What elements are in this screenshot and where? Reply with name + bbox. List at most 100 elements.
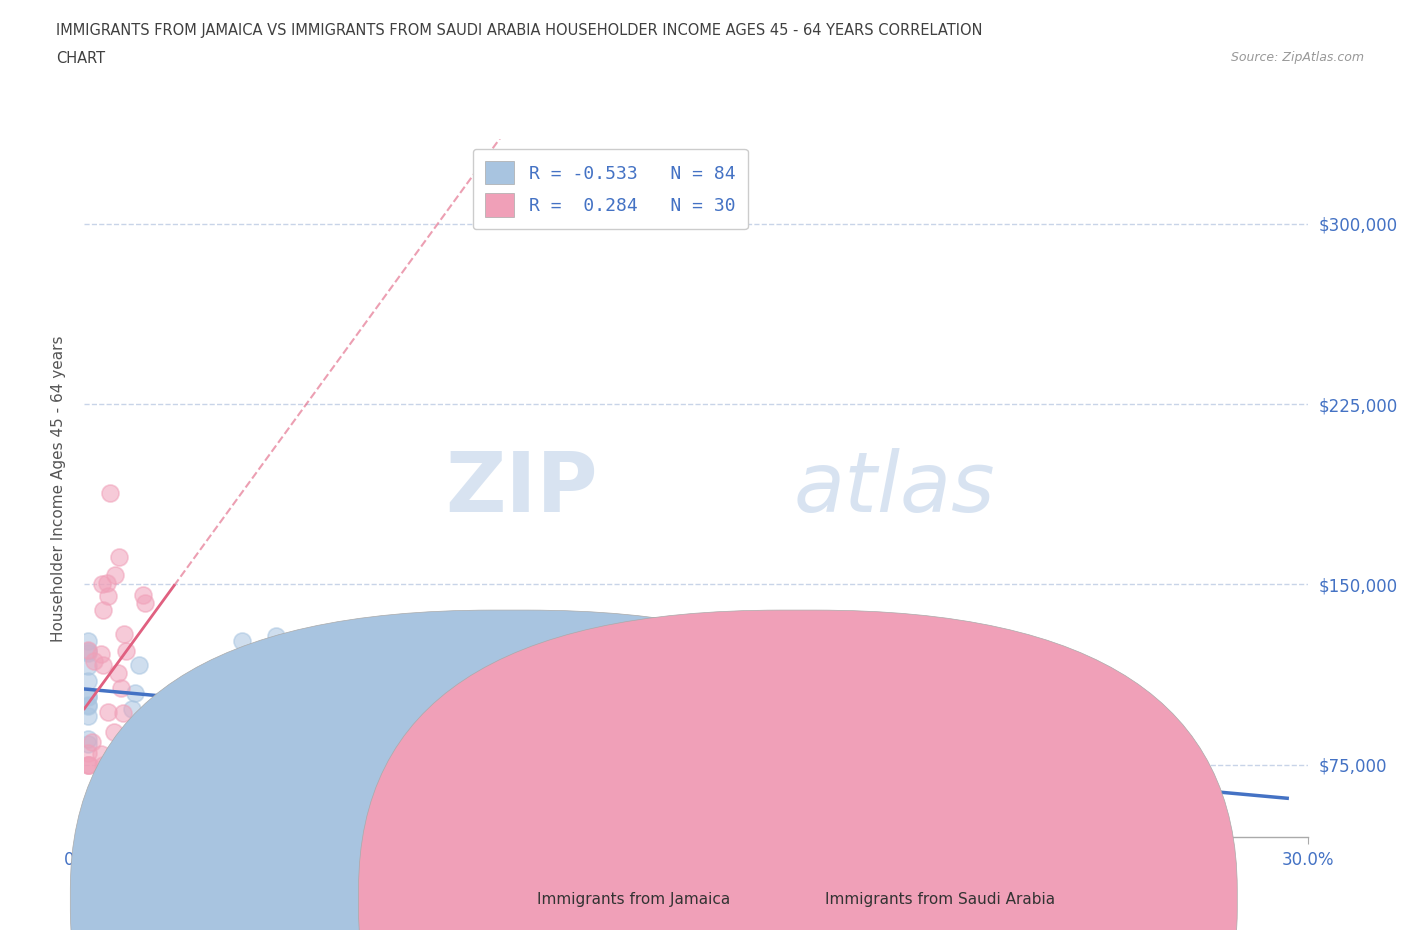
Point: [264, 629, 287, 644]
Point: [128, 658, 150, 672]
Point: [359, 694, 381, 709]
Point: [371, 674, 394, 689]
Point: [79, 757, 101, 772]
Point: [117, 757, 139, 772]
Point: [582, 748, 605, 763]
Point: [77, 698, 100, 713]
Point: [513, 708, 536, 723]
Point: [405, 792, 427, 807]
Point: [838, 706, 860, 721]
Point: [890, 793, 912, 808]
Point: [77, 709, 100, 724]
Point: [103, 724, 125, 739]
Point: [112, 627, 135, 642]
Point: [389, 636, 412, 651]
Point: [134, 595, 156, 610]
Point: [90, 577, 112, 591]
Point: [440, 689, 463, 704]
Point: [837, 711, 859, 725]
Point: [93, 603, 115, 618]
Point: [541, 751, 564, 766]
Point: [77, 644, 100, 658]
Point: [274, 728, 297, 743]
Y-axis label: Householder Income Ages 45 - 64 years: Householder Income Ages 45 - 64 years: [51, 335, 66, 642]
Point: [360, 717, 382, 732]
Point: [83, 654, 105, 669]
Point: [121, 701, 143, 716]
Point: [468, 783, 491, 798]
Point: [77, 643, 100, 658]
Point: [946, 809, 969, 824]
Text: atlas: atlas: [794, 447, 995, 529]
Point: [104, 568, 127, 583]
Point: [366, 640, 388, 655]
Point: [77, 673, 100, 688]
Point: [427, 645, 450, 660]
Point: [821, 723, 844, 737]
Point: [599, 735, 621, 750]
Point: [301, 695, 323, 710]
Text: Immigrants from Saudi Arabia: Immigrants from Saudi Arabia: [825, 892, 1056, 907]
Point: [503, 797, 526, 812]
Point: [97, 589, 120, 604]
Point: [718, 700, 741, 715]
Point: [132, 588, 155, 603]
Point: [591, 711, 613, 726]
Point: [115, 644, 138, 658]
Point: [333, 718, 356, 733]
Point: [91, 757, 114, 772]
Point: [97, 705, 120, 720]
Legend: R = -0.533   N = 84, R =  0.284   N = 30: R = -0.533 N = 84, R = 0.284 N = 30: [472, 149, 748, 229]
Point: [77, 732, 100, 747]
Point: [77, 688, 100, 703]
Point: [77, 737, 100, 751]
Point: [508, 777, 530, 792]
Point: [481, 744, 503, 759]
Point: [112, 705, 135, 720]
Point: [240, 683, 263, 698]
Point: [77, 757, 100, 772]
Point: [724, 737, 747, 751]
Point: [108, 550, 131, 565]
Point: [877, 739, 900, 754]
Point: [77, 745, 100, 760]
Point: [908, 736, 931, 751]
Point: [77, 645, 100, 660]
Point: [77, 698, 100, 713]
Point: [613, 714, 636, 729]
Point: [889, 768, 911, 783]
Point: [132, 720, 155, 735]
Point: [77, 633, 100, 648]
Point: [329, 683, 352, 698]
Point: [415, 736, 437, 751]
Point: [449, 729, 471, 744]
Text: IMMIGRANTS FROM JAMAICA VS IMMIGRANTS FROM SAUDI ARABIA HOUSEHOLDER INCOME AGES : IMMIGRANTS FROM JAMAICA VS IMMIGRANTS FR…: [56, 23, 983, 38]
Point: [77, 690, 100, 705]
Point: [195, 669, 218, 684]
Point: [710, 743, 733, 758]
Point: [588, 766, 610, 781]
Text: CHART: CHART: [56, 51, 105, 66]
Point: [97, 757, 120, 772]
Point: [98, 485, 121, 500]
Point: [472, 704, 495, 719]
Point: [124, 685, 146, 700]
Point: [756, 792, 779, 807]
Point: [316, 728, 339, 743]
Text: ZIP: ZIP: [446, 447, 598, 529]
Text: Immigrants from Jamaica: Immigrants from Jamaica: [537, 892, 730, 907]
Point: [243, 748, 266, 763]
Point: [77, 757, 100, 772]
Point: [384, 671, 406, 686]
Point: [467, 715, 489, 730]
Point: [413, 725, 436, 740]
Point: [574, 710, 596, 724]
Point: [636, 719, 658, 734]
Point: [162, 763, 184, 777]
Point: [339, 718, 361, 733]
Point: [110, 681, 132, 696]
Point: [548, 674, 571, 689]
Point: [550, 755, 572, 770]
Point: [395, 714, 418, 729]
Point: [375, 724, 398, 739]
